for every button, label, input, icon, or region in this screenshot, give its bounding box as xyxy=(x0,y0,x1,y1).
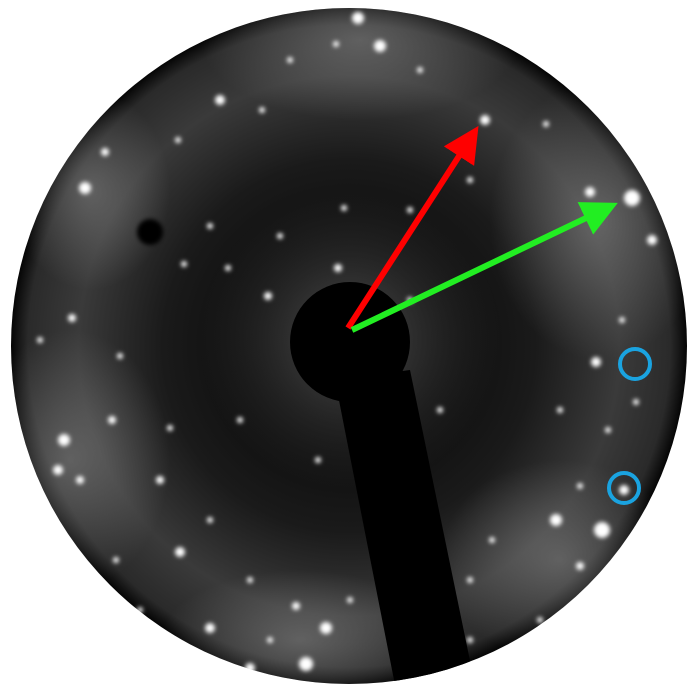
spot xyxy=(417,67,423,73)
spot xyxy=(247,577,253,583)
spot xyxy=(37,337,43,343)
spot xyxy=(175,547,185,557)
spot xyxy=(156,476,164,484)
leed-pattern xyxy=(0,0,688,685)
spot xyxy=(292,602,300,610)
spot xyxy=(407,207,413,213)
spot xyxy=(557,407,563,413)
spot xyxy=(480,115,490,125)
spot xyxy=(299,657,313,671)
spot xyxy=(537,617,543,623)
spot xyxy=(207,517,213,523)
spot xyxy=(225,265,231,271)
spot xyxy=(489,537,495,543)
spot xyxy=(467,177,473,183)
spot xyxy=(108,416,116,424)
spot xyxy=(287,57,293,63)
spot xyxy=(334,264,342,272)
spot xyxy=(633,399,639,405)
spot xyxy=(79,182,91,194)
spot xyxy=(577,483,583,489)
spot xyxy=(619,317,625,323)
spot xyxy=(117,353,123,359)
spot xyxy=(585,187,595,197)
page: (() => { const g = document.getElementBy… xyxy=(0,0,688,685)
spot xyxy=(101,148,109,156)
spot xyxy=(347,597,353,603)
spot xyxy=(352,12,364,24)
spot xyxy=(437,407,443,413)
spot xyxy=(53,465,63,475)
spot xyxy=(205,623,215,633)
spot xyxy=(619,485,629,495)
spot xyxy=(467,577,473,583)
spot xyxy=(333,41,339,47)
spot xyxy=(374,40,386,52)
spot xyxy=(175,137,181,143)
spot xyxy=(594,522,610,538)
spot xyxy=(467,637,473,643)
spot xyxy=(320,622,332,634)
spot xyxy=(591,357,601,367)
spot xyxy=(181,261,187,267)
spot xyxy=(277,233,283,239)
spot xyxy=(58,434,70,446)
spot xyxy=(605,427,611,433)
spot xyxy=(237,417,243,423)
spot xyxy=(315,457,321,463)
spot xyxy=(543,121,549,127)
spot xyxy=(215,95,225,105)
spot xyxy=(264,292,272,300)
spot xyxy=(259,107,265,113)
spot xyxy=(113,557,119,563)
spot xyxy=(68,314,76,322)
spot xyxy=(624,190,640,206)
spot xyxy=(576,562,584,570)
spot xyxy=(647,235,657,245)
spot xyxy=(245,663,255,673)
spot xyxy=(167,425,173,431)
spot xyxy=(341,205,347,211)
spot xyxy=(207,223,213,229)
spot xyxy=(76,476,84,484)
spot xyxy=(550,514,562,526)
spot xyxy=(267,637,273,643)
spot xyxy=(137,607,143,613)
